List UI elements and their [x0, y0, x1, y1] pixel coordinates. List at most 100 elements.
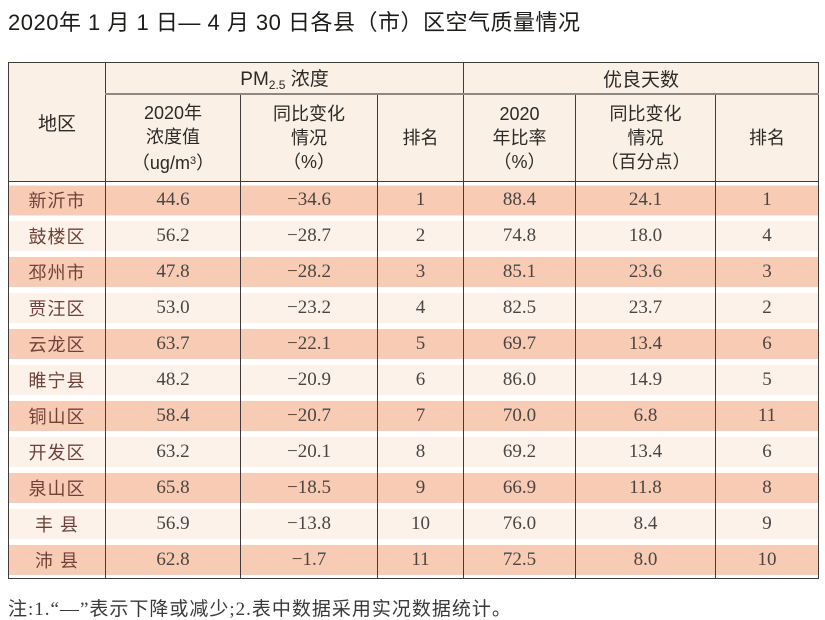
header-pm-change: 同比变化 情况 （%）	[240, 94, 378, 182]
cell-region: 贾汪区	[8, 290, 106, 326]
cell-gd-change: 11.8	[575, 470, 717, 506]
cell-gd-value: 82.5	[463, 290, 577, 326]
cell-pm-rank: 3	[377, 254, 465, 290]
cell-gd-rank: 8	[715, 470, 819, 506]
cell-gd-rank: 2	[715, 290, 819, 326]
table-row: 泉山区 65.8 −18.5 9 66.9 11.8 8	[8, 470, 819, 506]
cell-gd-rank: 9	[715, 506, 819, 542]
cell-pm-rank: 7	[377, 398, 465, 434]
cell-pm-change: −18.5	[240, 470, 378, 506]
cell-pm-value: 47.8	[105, 254, 241, 290]
cell-region: 沛 县	[8, 542, 106, 579]
cell-region: 云龙区	[8, 326, 106, 362]
cell-gd-change: 23.6	[575, 254, 717, 290]
header-pm-group: PM2.5 浓度	[105, 62, 465, 95]
cell-gd-rank: 1	[715, 181, 819, 218]
cell-pm-rank: 1	[377, 181, 465, 218]
cell-region: 邳州市	[8, 254, 106, 290]
cell-pm-value: 63.7	[105, 326, 241, 362]
header-pm-value: 2020年 浓度值 （ug/m3）	[105, 94, 241, 182]
pm-subscript: 2.5	[268, 78, 286, 92]
cell-pm-rank: 9	[377, 470, 465, 506]
cell-pm-rank: 4	[377, 290, 465, 326]
cell-gd-rank: 6	[715, 434, 819, 470]
cell-gd-rank: 10	[715, 542, 819, 579]
cell-region: 泉山区	[8, 470, 106, 506]
table-row: 开发区 63.2 −20.1 8 69.2 13.4 6	[8, 434, 819, 470]
cell-gd-change: 24.1	[575, 181, 717, 218]
cell-pm-value: 48.2	[105, 362, 241, 398]
cell-pm-rank: 11	[377, 542, 465, 579]
cell-pm-rank: 6	[377, 362, 465, 398]
table-row: 睢宁县 48.2 −20.9 6 86.0 14.9 5	[8, 362, 819, 398]
table-row: 沛 县 62.8 −1.7 11 72.5 8.0 10	[8, 542, 819, 579]
cell-pm-value: 56.9	[105, 506, 241, 542]
cell-gd-value: 69.2	[463, 434, 577, 470]
cell-pm-value: 63.2	[105, 434, 241, 470]
header-region: 地区	[8, 62, 106, 182]
cell-gd-value: 76.0	[463, 506, 577, 542]
cell-gd-change: 14.9	[575, 362, 717, 398]
cell-pm-value: 58.4	[105, 398, 241, 434]
cell-pm-rank: 8	[377, 434, 465, 470]
cell-region: 铜山区	[8, 398, 106, 434]
header-gooddays-group: 优良天数	[463, 62, 819, 95]
cell-gd-value: 85.1	[463, 254, 577, 290]
cell-gd-rank: 5	[715, 362, 819, 398]
cell-region: 丰 县	[8, 506, 106, 542]
cell-region: 睢宁县	[8, 362, 106, 398]
cell-pm-change: −28.7	[240, 218, 378, 254]
table-subheader-row: 2020年 浓度值 （ug/m3） 同比变化 情况 （%） 排名 2020 年比率 （%） …	[9, 94, 819, 182]
pm-label: PM	[240, 69, 269, 90]
table-group-header-row: 地区 PM2.5 浓度 优良天数	[8, 62, 819, 182]
cell-pm-change: −1.7	[240, 542, 378, 579]
header-pm-rank: 排名	[377, 94, 465, 182]
cell-gd-change: 13.4	[575, 434, 717, 470]
cell-gd-change: 13.4	[575, 326, 717, 362]
cell-pm-change: −23.2	[240, 290, 378, 326]
header-gd-value: 2020 年比率 （%）	[463, 94, 577, 182]
cell-pm-change: −20.9	[240, 362, 378, 398]
cell-gd-value: 70.0	[463, 398, 577, 434]
table-row: 邳州市 47.8 −28.2 3 85.1 23.6 3	[8, 254, 819, 290]
cell-gd-rank: 4	[715, 218, 819, 254]
cell-gd-rank: 3	[715, 254, 819, 290]
cell-gd-value: 74.8	[463, 218, 577, 254]
cell-pm-change: −20.7	[240, 398, 378, 434]
cell-pm-value: 65.8	[105, 470, 241, 506]
header-gd-rank: 排名	[715, 94, 819, 182]
cell-pm-value: 44.6	[105, 181, 241, 218]
table-row: 贾汪区 53.0 −23.2 4 82.5 23.7 2	[8, 290, 819, 326]
cell-gd-value: 88.4	[463, 181, 577, 218]
cell-region: 鼓楼区	[8, 218, 106, 254]
air-quality-table: 地区 PM2.5 浓度 优良天数 2020年 浓度值 （ug/m3） 同比变化 情况（…	[8, 62, 820, 579]
cell-pm-rank: 10	[377, 506, 465, 542]
cell-pm-change: −28.2	[240, 254, 378, 290]
cell-gd-rank: 11	[715, 398, 819, 434]
cell-gd-change: 18.0	[575, 218, 717, 254]
pm-label-suffix: 浓度	[285, 69, 329, 90]
cell-pm-change: −34.6	[240, 181, 378, 218]
cell-gd-value: 66.9	[463, 470, 577, 506]
cell-region: 新沂市	[8, 181, 106, 218]
table-row: 鼓楼区 56.2 −28.7 2 74.8 18.0 4	[8, 218, 819, 254]
cell-gd-change: 8.4	[575, 506, 717, 542]
cell-gd-value: 72.5	[463, 542, 577, 579]
cell-gd-value: 86.0	[463, 362, 577, 398]
table-row: 丰 县 56.9 −13.8 10 76.0 8.4 9	[8, 506, 819, 542]
cell-gd-value: 69.7	[463, 326, 577, 362]
cell-pm-value: 53.0	[105, 290, 241, 326]
cell-pm-value: 62.8	[105, 542, 241, 579]
cell-pm-rank: 2	[377, 218, 465, 254]
footnote: 注:1.“—”表示下降或减少;2.表中数据采用实况数据统计。	[8, 599, 512, 620]
cell-gd-change: 8.0	[575, 542, 717, 579]
table-row: 新沂市 44.6 −34.6 1 88.4 24.1 1	[8, 181, 819, 218]
cell-pm-value: 56.2	[105, 218, 241, 254]
cell-gd-change: 23.7	[575, 290, 717, 326]
cell-pm-change: −13.8	[240, 506, 378, 542]
page-title: 2020年 1 月 1 日— 4 月 30 日各县（市）区空气质量情况	[8, 10, 581, 35]
cell-pm-rank: 5	[377, 326, 465, 362]
cell-pm-change: −20.1	[240, 434, 378, 470]
cell-gd-rank: 6	[715, 326, 819, 362]
